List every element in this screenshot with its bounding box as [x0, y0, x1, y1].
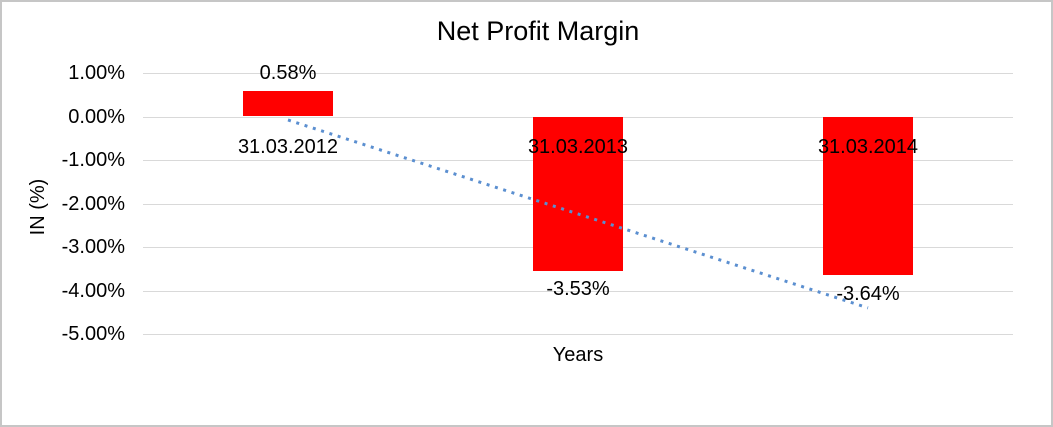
category-label: 31.03.2014	[817, 136, 919, 158]
y-axis-title: IN (%)	[27, 178, 49, 236]
y-axis-tick-label: -4.00%	[61, 280, 125, 302]
category-label: 31.03.2012	[237, 136, 339, 158]
gridline	[143, 334, 1013, 335]
y-axis-tick-label: 0.00%	[68, 106, 125, 128]
bar-31.03.2013	[533, 117, 623, 271]
y-axis-tick-label: -5.00%	[61, 323, 125, 345]
data-label: -3.53%	[546, 278, 610, 300]
data-label: -3.64%	[836, 283, 900, 305]
y-axis-tick-label: -3.00%	[61, 236, 125, 258]
y-axis-tick-label: -1.00%	[61, 149, 125, 171]
x-axis-title: Years	[552, 344, 604, 366]
category-label: 31.03.2013	[527, 136, 629, 158]
gridline	[143, 291, 1013, 292]
y-axis-tick-label: 1.00%	[68, 62, 125, 84]
y-axis-tick-label: -2.00%	[61, 193, 125, 215]
bar-31.03.2012	[243, 91, 333, 116]
chart-title: Net Profit Margin	[436, 16, 640, 46]
bar-31.03.2014	[823, 117, 913, 275]
data-label: 0.58%	[259, 62, 317, 84]
gridline	[143, 73, 1013, 74]
